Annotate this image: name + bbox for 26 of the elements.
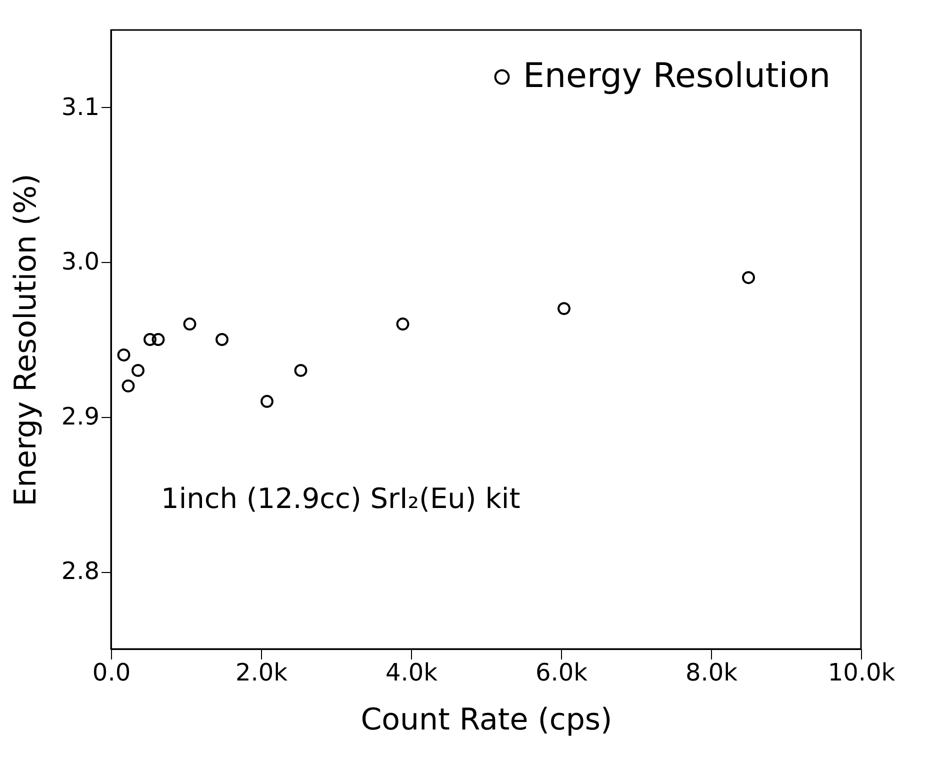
point <box>216 333 228 346</box>
point <box>294 364 308 377</box>
point <box>260 394 274 408</box>
annotation: 1inch (12.9cc) SrI₂(Eu) kit <box>161 482 520 515</box>
point <box>396 318 410 330</box>
y-tick-label: 3.0 <box>61 248 100 276</box>
y-tick-label: 3.1 <box>61 92 100 121</box>
point <box>132 364 144 377</box>
point <box>122 379 135 392</box>
point <box>558 302 570 316</box>
x-tick-label: 8.0k <box>685 658 738 686</box>
x-axis-title: Count Rate (cps) <box>360 702 612 738</box>
legend-label: Energy Resolution <box>523 56 830 96</box>
y-axis-title: Energy Resolution (%) <box>8 174 44 506</box>
point <box>144 333 156 346</box>
point <box>152 333 165 346</box>
x-tick-label: 2.0k <box>235 658 288 686</box>
point <box>117 348 130 362</box>
x-tick-label: 4.0k <box>385 658 438 686</box>
point <box>742 271 755 284</box>
x-tick-label: 6.0k <box>535 658 588 686</box>
y-tick-label: 2.9 <box>61 402 100 430</box>
x-tick-label: 0.0 <box>92 658 131 686</box>
x-tick-label: 10.0k <box>828 658 896 686</box>
y-tick-label: 2.8 <box>61 557 100 586</box>
point <box>183 318 196 330</box>
